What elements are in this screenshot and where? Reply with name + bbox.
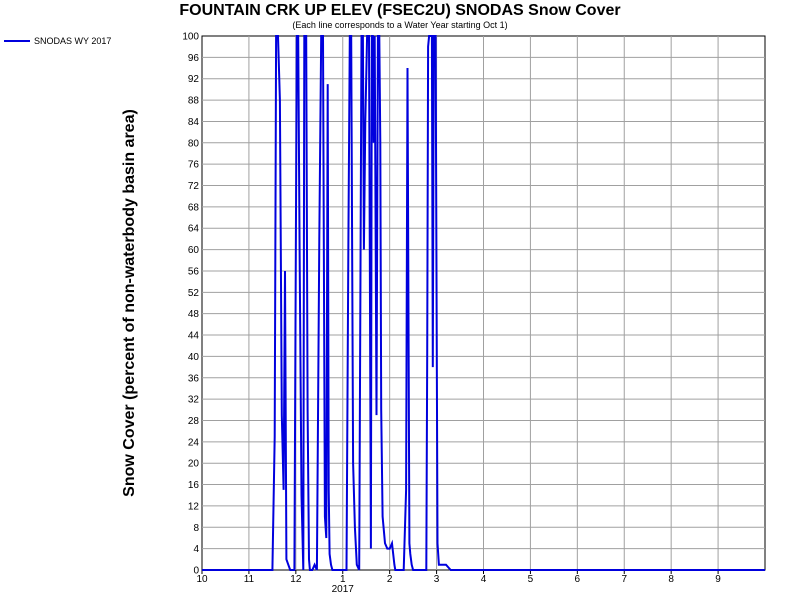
x-tick-label: 2 xyxy=(387,574,393,585)
y-tick-label: 92 xyxy=(188,74,200,85)
y-tick-label: 8 xyxy=(193,523,199,534)
y-tick-label: 64 xyxy=(188,224,200,235)
y-tick-label: 0 xyxy=(193,566,199,577)
y-tick-label: 88 xyxy=(188,96,200,107)
x-tick-label: 1 xyxy=(340,574,346,585)
y-tick-label: 48 xyxy=(188,309,200,320)
x-tick-label: 3 xyxy=(434,574,440,585)
y-tick-label: 44 xyxy=(188,331,200,342)
x-tick-label: 12 xyxy=(290,574,302,585)
y-tick-label: 20 xyxy=(188,459,200,470)
y-tick-label: 28 xyxy=(188,416,200,427)
y-tick-label: 68 xyxy=(188,202,200,213)
y-tick-label: 84 xyxy=(188,117,200,128)
x-tick-label: 10 xyxy=(196,574,208,585)
y-tick-label: 4 xyxy=(193,544,199,555)
legend-swatch xyxy=(4,40,30,42)
y-tick-label: 96 xyxy=(188,53,200,64)
chart-subtitle: (Each line corresponds to a Water Year s… xyxy=(292,20,508,30)
chart-title: FOUNTAIN CRK UP ELEV (FSEC2U) SNODAS Sno… xyxy=(179,2,621,19)
y-tick-label: 56 xyxy=(188,266,200,277)
y-tick-label: 12 xyxy=(188,501,200,512)
y-tick-label: 32 xyxy=(188,395,200,406)
x-tick-label: 11 xyxy=(244,574,255,585)
y-tick-label: 36 xyxy=(188,373,200,384)
x-year-label: 2017 xyxy=(332,584,355,595)
y-tick-label: 24 xyxy=(188,437,200,448)
x-tick-label: 4 xyxy=(481,574,487,585)
y-tick-label: 76 xyxy=(188,160,200,171)
legend-label: SNODAS WY 2017 xyxy=(34,36,112,46)
y-tick-label: 72 xyxy=(188,181,200,192)
series-line-0 xyxy=(202,35,765,571)
x-tick-label: 8 xyxy=(668,574,674,585)
x-tick-label: 5 xyxy=(528,574,534,585)
x-tick-label: 6 xyxy=(575,574,581,585)
x-tick-label: 7 xyxy=(621,574,627,585)
y-tick-label: 100 xyxy=(182,32,199,43)
legend: SNODAS WY 2017 xyxy=(4,36,111,46)
y-tick-label: 80 xyxy=(188,138,200,149)
x-tick-label: 9 xyxy=(715,574,721,585)
y-tick-label: 52 xyxy=(188,288,200,299)
y-tick-label: 60 xyxy=(188,245,200,256)
y-tick-label: 40 xyxy=(188,352,200,363)
y-tick-label: 16 xyxy=(188,480,200,491)
